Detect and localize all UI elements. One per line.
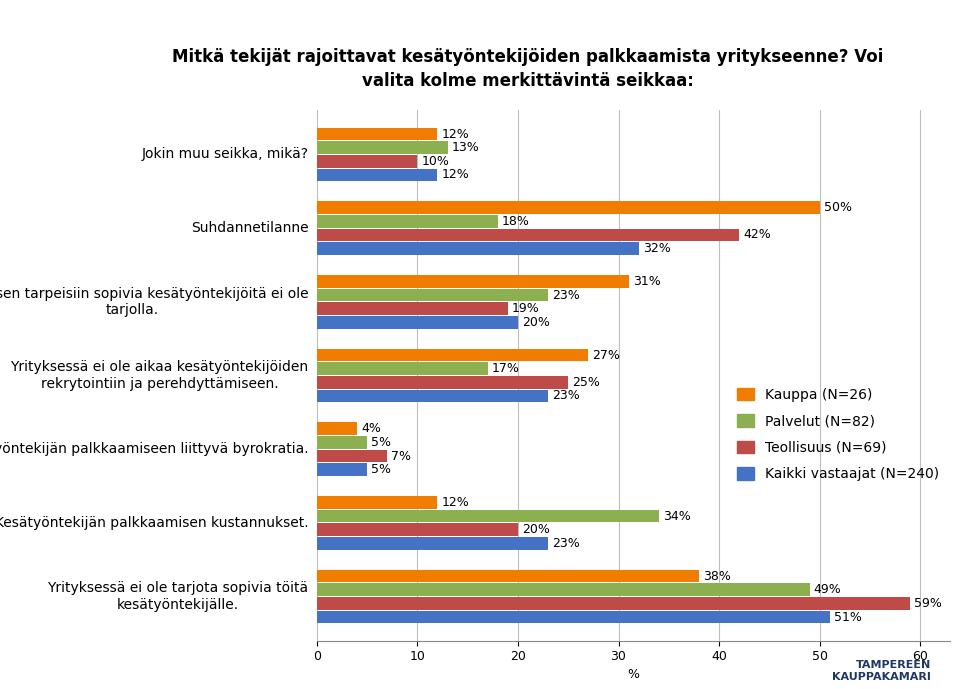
Text: 38%: 38%	[703, 570, 731, 583]
Bar	[317, 155, 418, 167]
Text: 18%: 18%	[502, 215, 530, 228]
Bar	[317, 376, 568, 389]
Bar	[317, 510, 659, 522]
Bar	[317, 422, 357, 435]
Bar	[317, 464, 367, 476]
Text: 12%: 12%	[442, 496, 469, 509]
Text: 12%: 12%	[442, 127, 469, 141]
Text: TAMPEREEN
KAUPPAKAMARI: TAMPEREEN KAUPPAKAMARI	[832, 659, 931, 682]
Text: 5%: 5%	[372, 463, 391, 476]
Bar	[317, 229, 739, 241]
Bar	[317, 436, 367, 449]
Bar	[317, 584, 809, 596]
Bar	[317, 201, 820, 214]
Text: 34%: 34%	[662, 510, 690, 522]
Text: Mitkä tekijät rajoittavat kesätyöntekijöiden palkkaamista yritykseenne? Voi
vali: Mitkä tekijät rajoittavat kesätyöntekijö…	[172, 48, 884, 90]
Text: 7%: 7%	[392, 449, 411, 462]
Text: 50%: 50%	[824, 201, 852, 214]
Text: 20%: 20%	[522, 316, 550, 329]
Legend: Kauppa (N=26), Palvelut (N=82), Teollisuus (N=69), Kaikki vastaajat (N=240): Kauppa (N=26), Palvelut (N=82), Teollisu…	[733, 384, 944, 485]
Bar	[317, 390, 548, 402]
Bar	[317, 349, 588, 361]
Text: 25%: 25%	[572, 376, 600, 389]
Text: 59%: 59%	[914, 597, 942, 610]
Text: 42%: 42%	[743, 229, 771, 241]
Bar	[317, 169, 438, 181]
Text: 19%: 19%	[512, 302, 540, 315]
Bar	[317, 302, 508, 315]
Text: 10%: 10%	[421, 155, 449, 167]
Text: 23%: 23%	[552, 289, 580, 302]
Text: 49%: 49%	[814, 584, 841, 596]
Bar	[317, 496, 438, 508]
Text: 4%: 4%	[361, 422, 381, 435]
Text: 31%: 31%	[633, 275, 660, 288]
Bar	[317, 275, 629, 287]
Text: 12%: 12%	[442, 168, 469, 181]
Bar	[317, 610, 829, 624]
Text: 20%: 20%	[522, 523, 550, 536]
Text: 51%: 51%	[833, 610, 862, 624]
Bar	[317, 597, 910, 610]
Bar	[317, 537, 548, 550]
Bar	[317, 289, 548, 301]
Text: 23%: 23%	[552, 389, 580, 402]
Bar	[317, 127, 438, 141]
Bar	[317, 316, 518, 329]
Bar	[317, 362, 488, 375]
Text: 5%: 5%	[372, 436, 391, 449]
Text: 13%: 13%	[451, 141, 479, 154]
Text: 32%: 32%	[642, 242, 670, 255]
Bar	[317, 141, 447, 154]
Text: 17%: 17%	[492, 362, 519, 376]
Text: 23%: 23%	[552, 537, 580, 550]
Bar	[317, 570, 699, 582]
Bar	[317, 450, 387, 462]
Text: 27%: 27%	[592, 349, 620, 362]
Bar	[317, 243, 638, 255]
X-axis label: %: %	[628, 668, 639, 681]
Bar	[317, 215, 498, 227]
Bar	[317, 524, 518, 536]
